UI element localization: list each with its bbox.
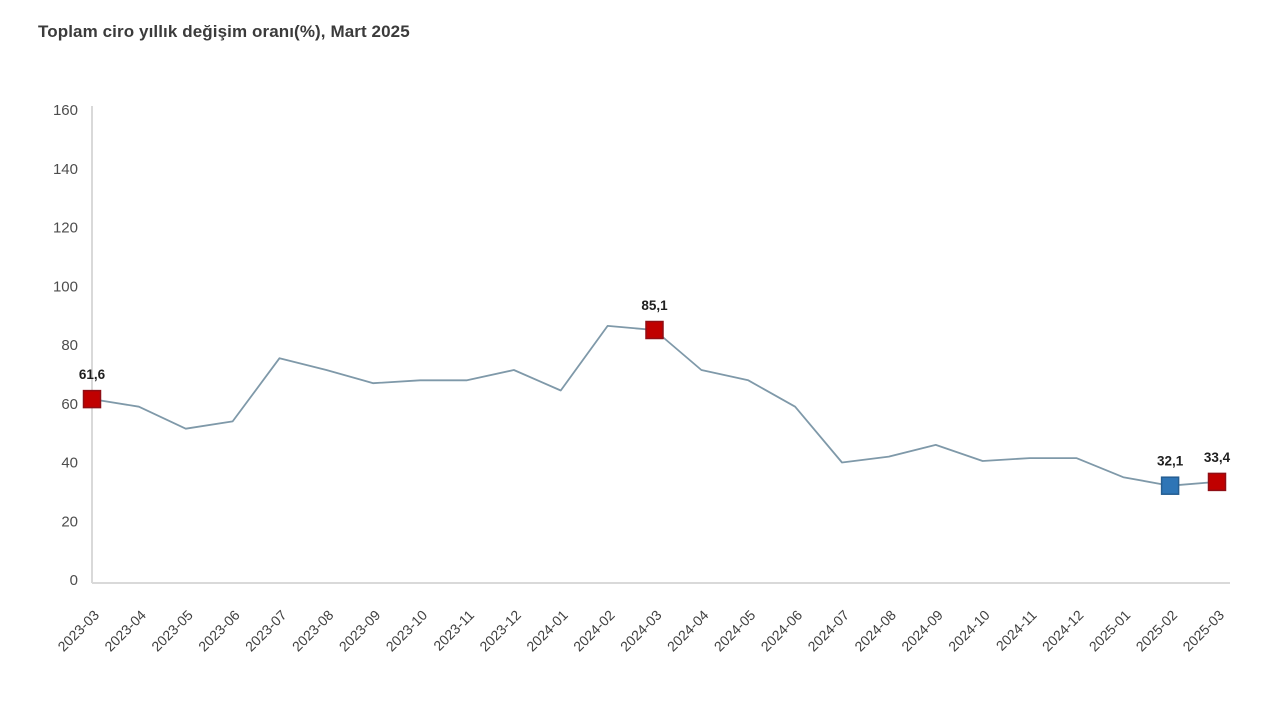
x-tick-label: 2025-02	[1133, 607, 1181, 655]
y-tick-label: 20	[61, 513, 78, 530]
x-tick-label: 2024-10	[945, 607, 993, 655]
x-tick-label: 2025-01	[1086, 607, 1134, 655]
x-tick-label: 2024-06	[758, 607, 806, 655]
x-tick-label: 2023-04	[101, 607, 149, 655]
x-tick-label: 2024-01	[523, 607, 571, 655]
x-tick-label: 2024-09	[898, 607, 946, 655]
x-tick-label: 2023-05	[148, 607, 196, 655]
data-point-label: 85,1	[641, 298, 668, 313]
x-tick-label: 2023-10	[383, 607, 431, 655]
point-labels-group: 61,6 85,1 32,1 33,4	[79, 298, 1231, 469]
x-tick-label: 2024-08	[851, 607, 899, 655]
x-tick-label: 2024-02	[570, 607, 618, 655]
y-tick-label: 120	[53, 220, 78, 237]
y-tick-label: 0	[70, 572, 78, 589]
x-tick-label: 2023-08	[289, 607, 337, 655]
y-tick-label: 80	[61, 337, 78, 354]
series-line-group	[91, 324, 1218, 487]
data-point-marker	[1160, 476, 1180, 495]
y-axis-labels-group: 0 20 40 60 80 100 120 140 160	[53, 102, 78, 589]
x-tick-label: 2025-03	[1179, 607, 1227, 655]
axes-group	[91, 106, 1230, 584]
x-tick-label: 2023-06	[195, 607, 243, 655]
series-line	[91, 324, 1218, 487]
y-tick-label: 60	[61, 396, 78, 413]
data-point-marker	[645, 320, 664, 340]
x-tick-label: 2024-05	[711, 607, 759, 655]
x-tick-label: 2023-09	[336, 607, 384, 655]
y-tick-label: 140	[53, 161, 78, 178]
x-tick-label: 2024-04	[664, 607, 712, 655]
y-tick-label: 100	[53, 278, 78, 295]
x-tick-label: 2023-03	[54, 607, 102, 655]
x-tick-label: 2024-03	[617, 607, 665, 655]
x-tick-label: 2023-07	[242, 607, 290, 655]
x-axis-labels-group: 2023-03 2023-04 2023-05 2023-06 2023-07 2023-…	[54, 607, 1227, 655]
chart-title: Toplam ciro yıllık değişim oranı(%), Mar…	[38, 22, 410, 41]
data-point-label: 33,4	[1204, 450, 1231, 465]
x-tick-label: 2023-11	[430, 607, 477, 654]
x-tick-label: 2024-12	[1039, 607, 1087, 655]
data-point-label: 61,6	[79, 367, 106, 382]
x-tick-label: 2023-12	[476, 607, 524, 655]
x-tick-label: 2024-11	[993, 607, 1040, 654]
y-tick-label: 40	[61, 455, 78, 472]
x-tick-label: 2024-07	[804, 607, 852, 655]
data-markers-group	[82, 320, 1227, 495]
y-tick-label: 160	[53, 102, 78, 119]
data-point-label: 32,1	[1157, 454, 1184, 469]
data-point-marker	[1207, 472, 1227, 492]
data-point-marker	[82, 389, 102, 409]
